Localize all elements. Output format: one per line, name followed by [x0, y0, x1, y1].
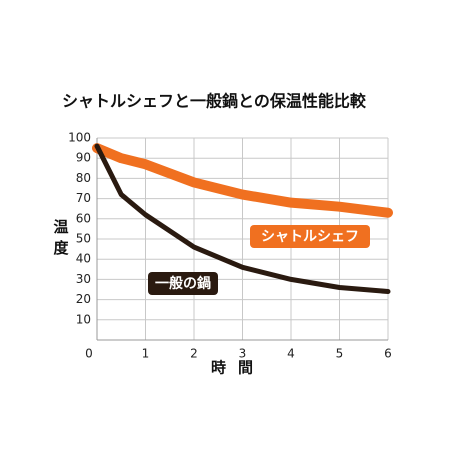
chart-title: シャトルシェフと一般鍋との保温性能比較 [62, 92, 367, 111]
y-tick-label: 20 [76, 292, 91, 306]
x-tick-label: 3 [239, 347, 247, 361]
y-tick-label: 30 [76, 272, 91, 286]
series-label: シャトルシェフ [261, 229, 359, 245]
y-tick-label: 100 [68, 131, 91, 145]
series-line [94, 143, 391, 295]
y-tick-label: 50 [76, 232, 91, 246]
y-tick-label: 80 [76, 171, 91, 185]
y-axis-label: 温度 [52, 219, 70, 261]
x-tick-label: 4 [287, 347, 295, 361]
y-tick-label: 40 [76, 252, 91, 266]
x-tick-label: 5 [336, 347, 344, 361]
y-tick-label: 10 [76, 312, 91, 326]
x-tick-label: 0 [85, 347, 93, 361]
series-line [92, 143, 393, 218]
y-tick-label: 90 [76, 151, 91, 165]
series-label: 一般の鍋 [155, 275, 211, 292]
series-label-box [148, 272, 218, 295]
x-tick-label: 2 [190, 347, 198, 361]
x-tick-label: 1 [142, 347, 150, 361]
x-tick-label: 6 [384, 347, 392, 361]
y-tick-label: 60 [76, 211, 91, 225]
x-axis-label: 時間 [211, 359, 265, 377]
series-label-box [250, 225, 370, 248]
y-tick-label: 70 [76, 191, 91, 205]
